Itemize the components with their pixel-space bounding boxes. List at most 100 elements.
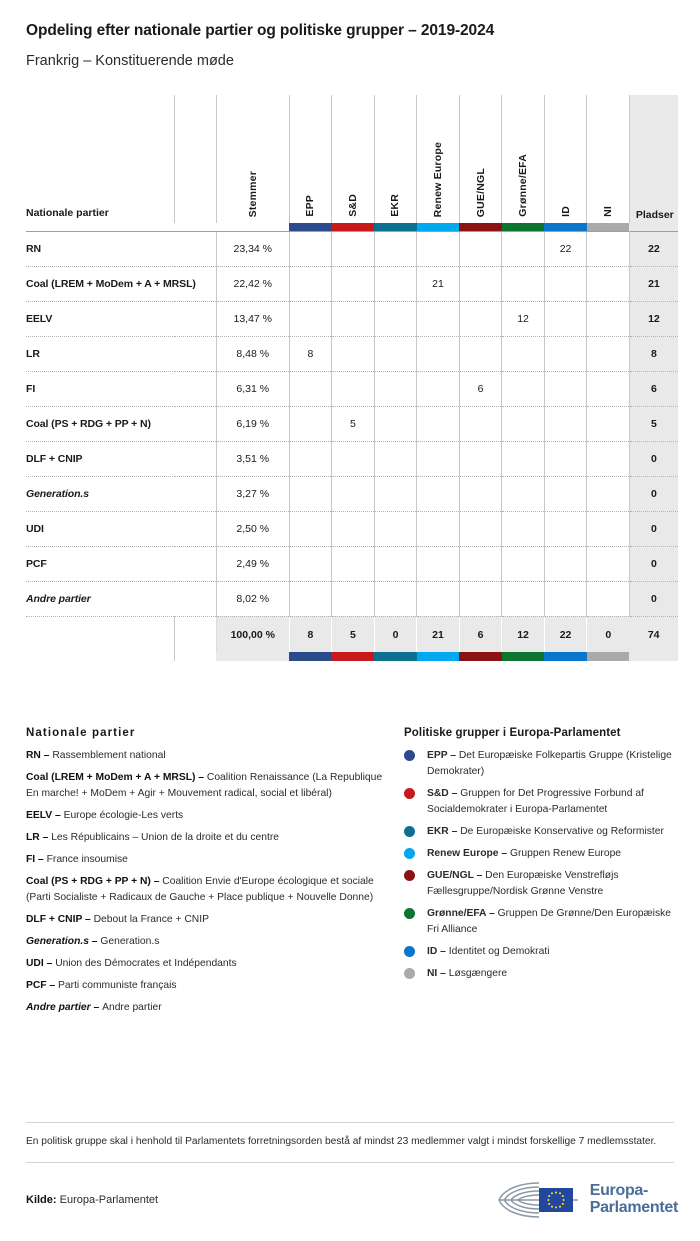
color-swatch-bottom-renew [416,652,460,662]
divider-below-note [26,1162,674,1163]
cell-seats-ekr [373,335,417,372]
cell-seats-ekr [373,405,417,442]
cell-total-seats: 0 [629,440,678,477]
page-title: Opdeling efter nationale partier og poli… [26,22,495,39]
legend-group-item-desc: Den Europæiske Venstrefløjs Fællesgruppe… [427,870,619,898]
europarl-logo-line1: Europa- [589,1182,649,1200]
strip-spacer-votes [216,223,289,232]
legend-national-item: PCF – Parti communiste français [26,978,386,994]
table-row: Coal (PS + RDG + PP + N) 6,19 % 5 5 [26,405,678,442]
column-header-votes-label: Stemmer [246,170,259,217]
column-header-group-sd-label: S&D [346,194,359,217]
cell-seats-ekr [373,440,417,477]
column-header-group-greens: Grønne/EFA [501,94,545,223]
results-table-container: Nationale partier Stemmer EPP S&D EKR Re… [0,70,700,662]
legend-national-item: Coal (PS + RDG + PP + N) – Coalition Env… [26,874,386,906]
cell-seats-sd [331,300,375,337]
legend-group-item-text: EKR – De Europæiske Konservative og Refo… [427,824,664,840]
cell-seats-guengl [458,475,502,512]
cell-total-seats: 22 [629,230,678,267]
cell-party-name: RN [26,230,175,267]
legend-color-dot-renew [404,848,415,860]
cell-seats-guengl: 6 [458,370,502,407]
cell-seats-ekr [373,265,417,302]
color-swatch-epp [289,222,332,231]
cell-spacer [174,405,217,442]
legend-color-dot-id [404,946,415,958]
legend-group-item: EKR – De Europæiske Konservative og Refo… [404,824,678,840]
cell-seats-epp [288,440,332,477]
total-cell-renew: 21 [416,615,460,653]
legend-national-item: RN – Rassemblement national [26,748,386,764]
legend-group-item-abbr: GUE/NGL – [427,870,486,882]
legend-national-item-desc: Coalition Envie d'Europe écologique et s… [26,876,374,904]
cell-party-name: EELV [26,300,175,337]
legend-national-item-abbr: Coal (PS + RDG + PP + N) – [26,876,163,888]
cell-seats-ekr [373,475,417,512]
cell-seats-greens [501,335,545,372]
cell-seats-guengl [458,265,502,302]
legend-groups-list: EPP – Det Europæiske Folkepartis Gruppe … [404,748,678,981]
legend-group-item-desc: Løsgængere [448,967,508,979]
cell-total-seats: 0 [629,545,678,582]
cell-seats-epp [288,475,332,512]
cell-seats-renew: 21 [416,265,460,302]
divider-above-note [26,1122,674,1124]
cell-seats-renew [416,300,460,337]
cell-votes: 3,51 % [215,440,290,477]
page-header: Opdeling efter nationale partier og poli… [0,0,700,70]
color-swatch-sd [331,222,375,231]
column-header-party: Nationale partier [26,95,175,223]
legend-group-item-abbr: EPP – [427,750,459,762]
legend-group-item-abbr: S&D – [427,788,461,800]
legend-national-item: Andre partier – Andre partier [26,1000,386,1016]
bottom-strip-spacer-seats [629,652,678,662]
color-swatch-bottom-ni [586,652,630,662]
cell-total-seats: 8 [629,335,678,372]
cell-seats-greens [501,405,545,442]
table-row: LR 8,48 % 8 8 [26,335,678,372]
legend-national-item-abbr: LR – [26,832,52,844]
cell-party-name: Andre partier [26,580,175,617]
column-header-group-id: ID [543,94,587,223]
table-row: RN 23,34 % 22 22 [26,230,678,267]
cell-seats-ni [586,475,630,512]
cell-seats-ni [586,580,630,617]
source-text: Kilde: Europa-Parlamentet [26,1194,158,1206]
legend-national-item: FI – France insoumise [26,852,386,868]
legend-national-item: Coal (LREM + MoDem + A + MRSL) – Coaliti… [26,770,386,802]
total-cell-sd: 5 [331,615,375,653]
strip-greens [501,222,545,232]
legend-color-dot-greens [404,908,415,920]
strip-epp [289,222,332,232]
legend-group-item-desc: Gruppen Renew Europe [509,848,622,860]
cell-total-seats: 5 [629,405,678,442]
cell-total-seats: 6 [629,370,678,407]
cell-seats-greens [501,265,545,302]
color-swatch-ekr [374,222,417,231]
cell-total-seats: 0 [629,510,678,547]
cell-party-name: FI [26,370,175,407]
cell-votes: 8,02 % [215,580,290,617]
total-cell-ni: 0 [586,615,630,653]
total-cell-greens: 12 [501,615,545,653]
table-total-row: 100,00 % 8 5 0 21 6 12 22 0 74 [26,615,678,653]
cell-votes: 2,50 % [215,510,290,547]
cell-votes: 13,47 % [215,300,290,337]
cell-total-seats: 0 [629,475,678,512]
bottom-strip-spacer-gap [174,652,217,662]
cell-seats-id: 22 [543,230,587,267]
legend-group-item-text: GUE/NGL – Den Europæiske Venstrefløjs Fæ… [427,868,678,900]
color-swatch-bottom-greens [501,652,545,662]
legend-national-item-abbr: FI – [26,854,47,866]
color-swatch-id [544,222,587,231]
legend-national-item: DLF + CNIP – Debout la France + CNIP [26,912,386,928]
cell-party-name: UDI [26,510,175,547]
column-header-group-ni: NI [586,94,630,223]
cell-seats-ekr [373,580,417,617]
cell-spacer [174,265,217,302]
legend-national-item-abbr: Coal (LREM + MoDem + A + MRSL) – [26,772,207,784]
total-cell-id: 22 [543,615,587,653]
cell-seats-renew [416,475,460,512]
column-header-group-id-label: ID [559,206,572,217]
